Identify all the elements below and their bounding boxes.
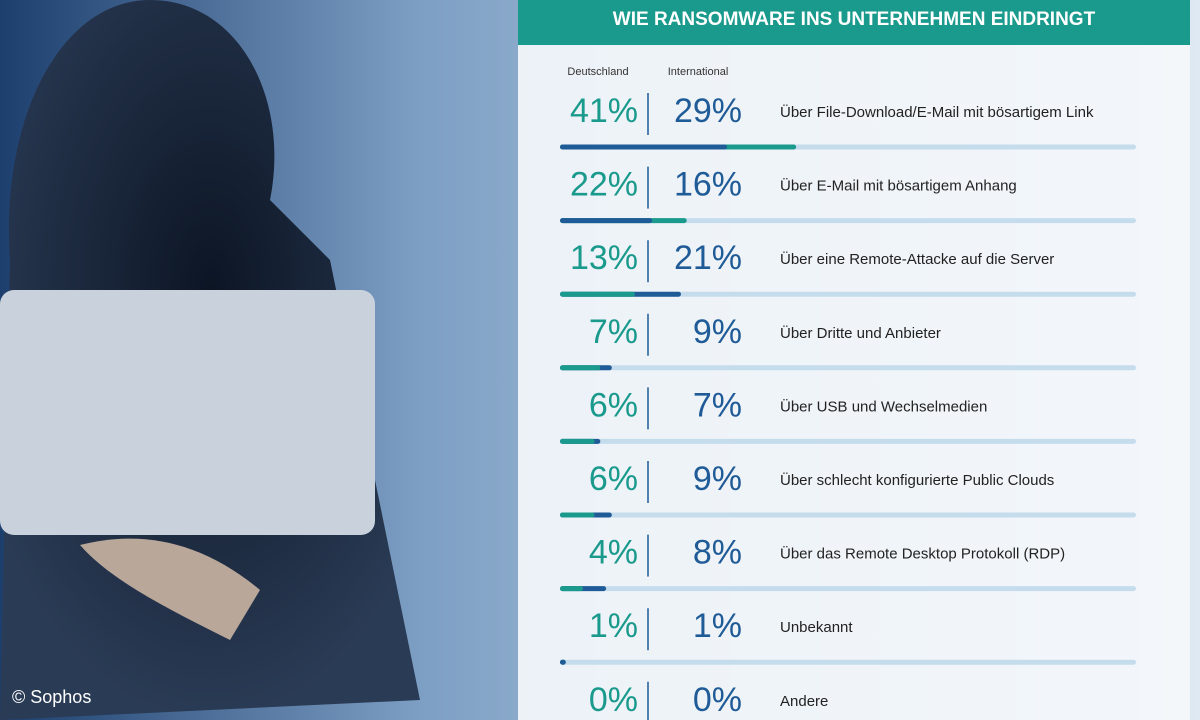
bar bbox=[560, 365, 601, 371]
category-label: Über eine Remote-Attacke auf die Server bbox=[780, 250, 1054, 268]
bar-track bbox=[560, 291, 1136, 297]
laptop bbox=[0, 290, 375, 535]
chart-title: WIE RANSOMWARE INS UNTERNEHMEN EINDRINGT bbox=[613, 9, 1096, 30]
value-label: 9% bbox=[693, 313, 742, 351]
value-label: 9% bbox=[693, 460, 742, 498]
bar-track bbox=[560, 512, 1136, 518]
bar bbox=[560, 586, 584, 592]
bar-track bbox=[560, 218, 1136, 224]
category-label: Über Dritte und Anbieter bbox=[780, 324, 941, 342]
value-label: 1% bbox=[693, 607, 742, 645]
value-label: 6% bbox=[589, 386, 638, 424]
category-label: Über das Remote Desktop Protokoll (RDP) bbox=[780, 545, 1065, 563]
value-label: 29% bbox=[674, 92, 742, 130]
bar bbox=[560, 512, 595, 518]
hand bbox=[80, 538, 260, 640]
legend-label: International bbox=[668, 66, 729, 78]
credit: © Sophos bbox=[12, 687, 91, 707]
value-label: 0% bbox=[693, 681, 742, 719]
value-label: 22% bbox=[570, 166, 638, 204]
panel bbox=[518, 0, 1190, 720]
value-label: 7% bbox=[693, 386, 742, 424]
category-label: Über schlecht konfigurierte Public Cloud… bbox=[780, 471, 1054, 489]
bar-track bbox=[560, 365, 1136, 371]
value-label: 21% bbox=[674, 239, 742, 277]
value-label: 16% bbox=[674, 166, 742, 204]
bar-track bbox=[560, 438, 1136, 444]
bar-track bbox=[560, 586, 1136, 592]
value-label: 7% bbox=[589, 313, 638, 351]
value-label: 13% bbox=[570, 239, 638, 277]
value-label: 8% bbox=[693, 534, 742, 572]
bar bbox=[560, 144, 728, 150]
title-bar bbox=[518, 0, 1190, 45]
bar bbox=[560, 659, 566, 665]
category-label: Über USB und Wechselmedien bbox=[780, 397, 987, 415]
bar bbox=[560, 438, 595, 444]
legend-label: Deutschland bbox=[567, 66, 628, 78]
category-label: Über File-Download/E-Mail mit bösartigem… bbox=[780, 103, 1094, 121]
bar-track bbox=[560, 659, 1136, 665]
bar bbox=[560, 218, 653, 224]
value-label: 0% bbox=[589, 681, 638, 719]
value-label: 41% bbox=[570, 92, 638, 130]
category-label: Andere bbox=[780, 693, 828, 710]
category-label: Über E-Mail mit bösartigem Anhang bbox=[780, 177, 1017, 195]
value-label: 4% bbox=[589, 534, 638, 572]
value-label: 1% bbox=[589, 607, 638, 645]
value-label: 6% bbox=[589, 460, 638, 498]
bar bbox=[560, 291, 635, 297]
category-label: Unbekannt bbox=[780, 619, 853, 636]
